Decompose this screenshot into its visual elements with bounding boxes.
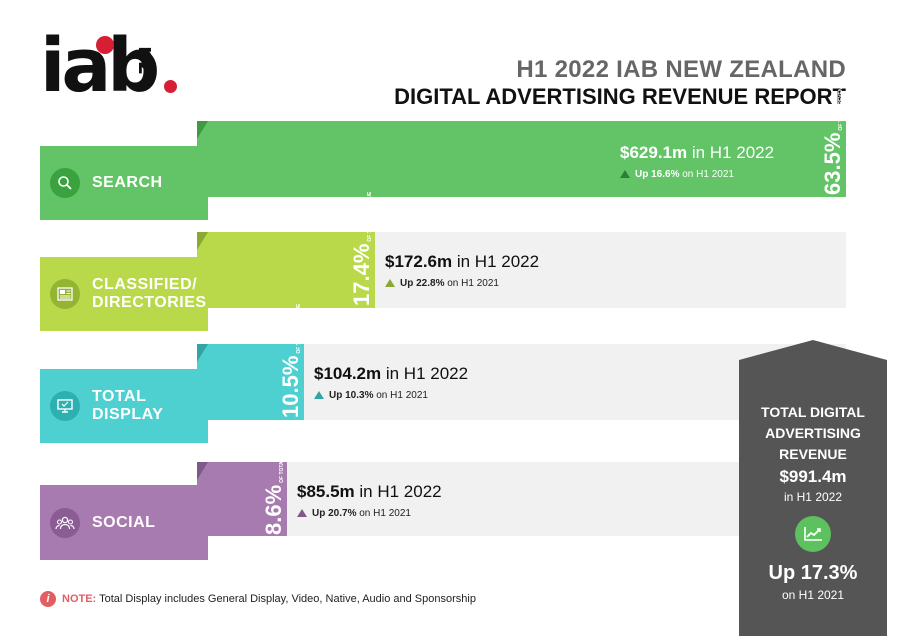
- share-label-social: 8.6% OF TOTAL REVENUE: [261, 433, 286, 535]
- growth-amount: Up 10.3%: [329, 390, 374, 401]
- category-label-line1: SOCIAL: [92, 514, 156, 531]
- total-revenue-panel: TOTAL DIGITAL ADVERTISING REVENUE $991.4…: [739, 340, 887, 636]
- growth-period: on H1 2021: [373, 390, 428, 401]
- growth-period: on H1 2021: [679, 169, 734, 180]
- value-label-search: $629.1m in H1 2022: [620, 143, 774, 163]
- share-label-search: 63.5% OF TOTAL REVENUE: [820, 81, 845, 195]
- value-amount: $629.1m: [620, 143, 688, 162]
- category-label-text: SOCIAL: [92, 514, 155, 532]
- share-caption: OF TOTAL REVENUE: [279, 432, 285, 483]
- total-growth: Up 17.3%: [768, 562, 858, 584]
- logo-dot-i: [96, 36, 114, 54]
- logo-dot-nz: [164, 80, 177, 93]
- share-percent: 10.5%: [278, 355, 303, 418]
- value-period: in H1 2022: [354, 482, 442, 501]
- category-label-line1: SEARCH: [92, 174, 163, 191]
- value-label-total-display: $104.2m in H1 2022: [314, 364, 468, 384]
- total-title-line1: TOTAL DIGITAL: [761, 404, 865, 420]
- growth-period: on H1 2021: [356, 508, 411, 519]
- bar-fold-social: [197, 462, 208, 480]
- growth-amount: Up 22.8%: [400, 278, 445, 289]
- up-arrow-icon: [385, 279, 395, 287]
- search-icon: [50, 168, 80, 198]
- value-period: in H1 2022: [381, 364, 469, 383]
- total-title-line2: ADVERTISING: [765, 425, 861, 441]
- up-arrow-icon: [620, 170, 630, 178]
- category-label-line2: DIRECTORIES: [92, 294, 207, 311]
- monitor-icon: [50, 391, 80, 421]
- total-value: $991.4m: [779, 467, 847, 486]
- share-label-classified-directories: 17.4% OF TOTAL REVENUE: [349, 192, 374, 306]
- share-caption: OF TOTAL REVENUE: [296, 303, 302, 354]
- share-caption: OF TOTAL REVENUE: [838, 80, 844, 131]
- share-percent: 8.6%: [261, 484, 286, 535]
- total-title: TOTAL DIGITAL ADVERTISING REVENUE: [739, 402, 887, 465]
- category-label-text: CLASSIFIED/DIRECTORIES: [92, 276, 207, 312]
- info-icon: i: [40, 591, 56, 607]
- bar-search: [197, 121, 846, 197]
- category-label-line2: DISPLAY: [92, 406, 164, 423]
- bar-track-social: [197, 462, 846, 536]
- total-panel-cap: [739, 340, 887, 360]
- value-amount: $85.5m: [297, 482, 355, 501]
- share-label-total-display: 10.5% OF TOTAL REVENUE: [278, 304, 303, 418]
- total-period: in H1 2022: [783, 490, 843, 504]
- category-label-social: SOCIAL: [40, 485, 208, 560]
- category-label-text: TOTAL DISPLAY: [92, 388, 163, 424]
- up-arrow-icon: [314, 391, 324, 399]
- value-amount: $104.2m: [314, 364, 382, 383]
- bar-fold-search: [197, 121, 208, 139]
- category-label-total-display: TOTAL DISPLAY: [40, 369, 208, 443]
- people-icon: [50, 508, 80, 538]
- category-label-text: SEARCH: [92, 174, 163, 192]
- share-caption: OF TOTAL REVENUE: [367, 191, 373, 242]
- value-period: in H1 2022: [687, 143, 775, 162]
- category-label-line1: TOTAL: [92, 388, 147, 405]
- total-title-line3: REVENUE: [779, 446, 847, 462]
- bar-track-total-display: [197, 344, 846, 420]
- growth-label-classified-directories: Up 22.8% on H1 2021: [385, 278, 499, 289]
- category-label-search: SEARCH: [40, 146, 208, 220]
- value-label-social: $85.5m in H1 2022: [297, 482, 442, 502]
- up-arrow-icon: [297, 509, 307, 517]
- growth-label-search: Up 16.6% on H1 2021: [620, 169, 734, 180]
- category-label-classified-directories: CLASSIFIED/DIRECTORIES: [40, 257, 208, 331]
- bar-fold-classified-directories: [197, 232, 208, 250]
- bar-classified-directories: [197, 232, 375, 308]
- category-label-line1: CLASSIFIED/: [92, 276, 198, 293]
- growth-amount: Up 16.6%: [635, 169, 680, 180]
- value-amount: $172.6m: [385, 252, 453, 271]
- note-label: NOTE:: [62, 593, 97, 605]
- trend-up-icon: [795, 516, 831, 552]
- footnote: i NOTE: Total Display includes General D…: [40, 591, 476, 607]
- note-text: Total Display includes General Display, …: [96, 593, 476, 605]
- growth-label-social: Up 20.7% on H1 2021: [297, 508, 411, 519]
- report-title-line2: DIGITAL ADVERTISING REVENUE REPORT: [394, 84, 846, 109]
- bar-social: [197, 462, 287, 536]
- growth-label-total-display: Up 10.3% on H1 2021: [314, 390, 428, 401]
- report-title-line1: H1 2022 IAB NEW ZEALAND: [516, 56, 846, 83]
- iab-nz-logo: iab nz: [40, 26, 190, 108]
- bar-fold-total-display: [197, 344, 208, 362]
- bar-total-display: [197, 344, 304, 420]
- growth-period: on H1 2021: [444, 278, 499, 289]
- share-percent: 17.4%: [349, 243, 374, 306]
- newspaper-icon: [50, 279, 80, 309]
- value-period: in H1 2022: [452, 252, 540, 271]
- share-percent: 63.5%: [820, 132, 845, 195]
- value-label-classified-directories: $172.6m in H1 2022: [385, 252, 539, 272]
- logo-suffix: nz: [133, 46, 158, 75]
- total-growth-period: on H1 2021: [781, 588, 845, 602]
- growth-amount: Up 20.7%: [312, 508, 357, 519]
